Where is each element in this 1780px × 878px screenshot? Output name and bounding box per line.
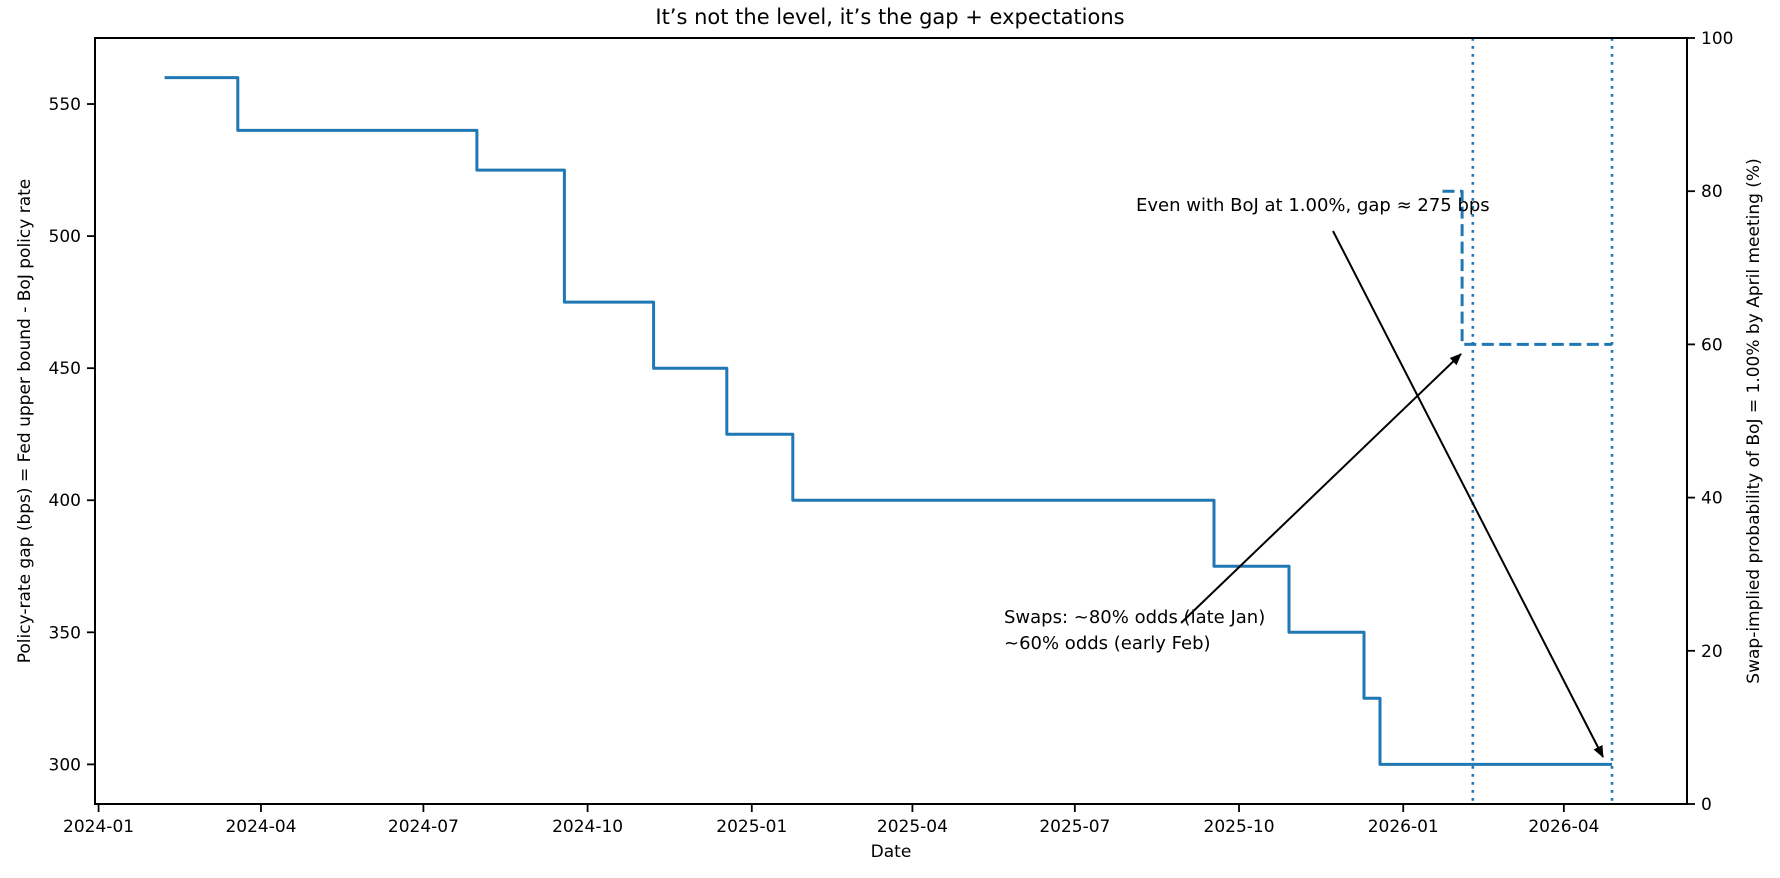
x-tick-label: 2026-04 bbox=[1528, 817, 1599, 837]
y-tick-label-left: 550 bbox=[49, 95, 81, 115]
chart-title: It’s not the level, it’s the gap + expec… bbox=[655, 5, 1125, 29]
annotation-arrow-1 bbox=[1180, 353, 1462, 624]
y-tick-label-right: 100 bbox=[1701, 29, 1733, 49]
axes-spines bbox=[94, 37, 1688, 805]
y-axis-label-left: Policy-rate gap (bps) = Fed upper bound … bbox=[15, 178, 35, 664]
x-tick-label: 2024-07 bbox=[388, 817, 459, 837]
y-tick-label-right: 20 bbox=[1701, 642, 1723, 662]
annotation-swaps-note: Swaps: ~80% odds (late Jan) ~60% odds (e… bbox=[1004, 605, 1265, 657]
y-tick-label-right: 60 bbox=[1701, 335, 1723, 355]
annotation-gap-note: Even with BoJ at 1.00%, gap ≈ 275 bps bbox=[1136, 193, 1490, 219]
annotation-gap-note-line: Even with BoJ at 1.00%, gap ≈ 275 bps bbox=[1136, 195, 1490, 216]
x-tick-label: 2025-04 bbox=[877, 817, 948, 837]
y-tick-label-right: 40 bbox=[1701, 489, 1723, 509]
series-swap-implied-probability-pct bbox=[1442, 189, 1612, 346]
y-tick-label-left: 300 bbox=[49, 755, 81, 775]
x-tick-label: 2024-04 bbox=[225, 817, 296, 837]
annotation-swaps-note-line2: ~60% odds (early Feb) bbox=[1004, 633, 1211, 654]
x-tick-label: 2024-01 bbox=[63, 817, 134, 837]
x-tick-label: 2025-01 bbox=[716, 817, 787, 837]
y-tick-label-right: 0 bbox=[1701, 795, 1712, 815]
y-axis-label-right: Swap-implied probability of BoJ = 1.00% … bbox=[1744, 158, 1764, 684]
y-tick-label-right: 80 bbox=[1701, 182, 1723, 202]
y-tick-label-left: 350 bbox=[49, 623, 81, 643]
x-tick-label: 2026-01 bbox=[1368, 817, 1439, 837]
x-tick-label: 2025-07 bbox=[1039, 817, 1110, 837]
annotation-arrow-0 bbox=[1332, 230, 1604, 758]
y-tick-label-left: 450 bbox=[49, 359, 81, 379]
annotation-swaps-note-line1: Swaps: ~80% odds (late Jan) bbox=[1004, 607, 1266, 628]
x-tick-label: 2025-10 bbox=[1204, 817, 1275, 837]
series-policy-rate-gap-bps bbox=[164, 76, 1612, 766]
x-axis-label: Date bbox=[870, 842, 912, 862]
y-tick-label-left: 400 bbox=[49, 491, 81, 511]
y-tick-label-left: 500 bbox=[49, 227, 81, 247]
x-tick-label: 2024-10 bbox=[552, 817, 623, 837]
